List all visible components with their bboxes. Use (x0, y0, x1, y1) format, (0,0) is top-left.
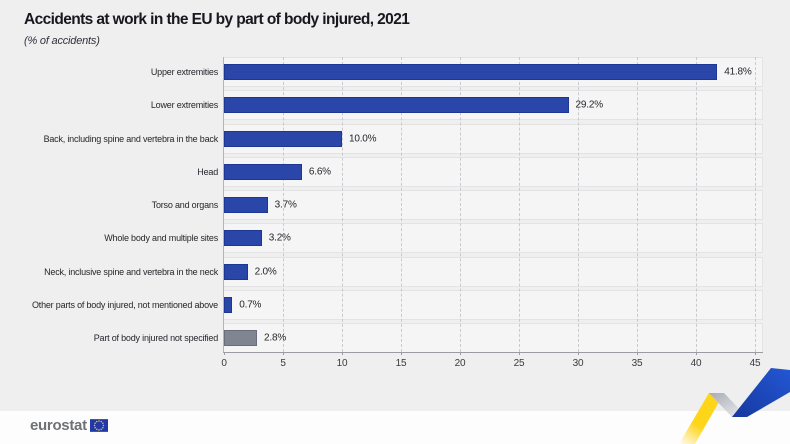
chart-title: Accidents at work in the EU by part of b… (24, 11, 410, 28)
bar (224, 97, 569, 114)
chart-row: Other parts of body injured, not mention… (0, 289, 763, 320)
bar-value-label: 29.2% (575, 99, 604, 111)
footer-bar: eurostat (0, 411, 790, 444)
x-tick-label: 15 (395, 358, 407, 369)
eu-flag-icon (89, 419, 108, 432)
bar-value-label: 3.2% (268, 232, 291, 244)
chart-row: Lower extremities 29.2% (0, 90, 763, 121)
x-tick-label: 30 (572, 358, 584, 369)
category-label: Torso and organs (151, 200, 219, 210)
row-band: 3.7% (223, 190, 763, 220)
row-band: 6.6% (223, 156, 763, 187)
bar (224, 296, 233, 313)
row-band: 0.7% (223, 289, 763, 320)
bar (224, 163, 302, 180)
chart-row: Torso and organs 3.7% (0, 190, 763, 220)
bar (224, 130, 342, 147)
chart-rows: Upper extremities 41.8% Lower extremities 2… (0, 57, 763, 353)
x-tick-label: 5 (280, 358, 286, 369)
x-tick-label: 10 (336, 358, 348, 369)
category-label: Head (197, 166, 218, 177)
row-band: 29.2% (223, 90, 763, 121)
row-band: 41.8% (223, 57, 763, 87)
bar-value-label: 41.8% (724, 66, 752, 78)
x-axis: 0 5 10 15 20 25 30 35 40 45 (221, 358, 763, 372)
x-tick-label: 20 (454, 358, 466, 369)
bar-value-label: 6.6% (308, 166, 331, 178)
category-label: Neck, inclusive spine and vertebra in th… (44, 266, 218, 277)
row-band: 10.0% (223, 123, 763, 154)
bar-value-label: 10.0% (349, 133, 377, 144)
bar-value-label: 0.7% (239, 299, 262, 311)
row-band: 2.0% (223, 256, 763, 287)
row-band: 2.8% (223, 323, 763, 353)
category-label: Upper extremities (150, 67, 218, 77)
category-label: Lower extremities (150, 100, 218, 111)
bar (224, 330, 258, 346)
chart-row: Whole body and multiple sites 3.2% (0, 223, 763, 254)
chart-row: Neck, inclusive spine and vertebra in th… (0, 256, 763, 287)
chart-row: Part of body injured not specified 2.8% (0, 323, 763, 353)
row-band: 3.2% (223, 223, 763, 254)
x-tick-label: 25 (513, 358, 525, 369)
category-label: Part of body injured not specified (93, 333, 218, 343)
x-tick-label: 0 (221, 358, 227, 369)
bar-value-label: 3.7% (274, 199, 297, 211)
bar-value-label: 2.8% (264, 332, 287, 344)
x-tick-label: 40 (690, 358, 702, 369)
bar (224, 230, 262, 247)
category-label: Whole body and multiple sites (104, 233, 218, 244)
bar (224, 197, 268, 213)
bar (224, 64, 718, 80)
eurostat-logo: eurostat (30, 417, 108, 434)
x-tick-label: 35 (631, 358, 643, 369)
chart-row: Head 6.6% (0, 156, 763, 187)
category-label: Back, including spine and vertebra in th… (43, 133, 219, 144)
chart-row: Back, including spine and vertebra in th… (0, 123, 763, 154)
ribbon-decoration-icon (680, 368, 790, 444)
chart-subtitle: (% of accidents) (24, 35, 100, 47)
chart-row: Upper extremities 41.8% (0, 57, 763, 87)
category-label: Other parts of body injured, not mention… (31, 299, 218, 310)
bar (224, 263, 248, 280)
x-tick-label: 45 (749, 358, 761, 369)
bar-value-label: 2.0% (254, 266, 277, 277)
eurostat-logo-text: eurostat (30, 417, 87, 434)
